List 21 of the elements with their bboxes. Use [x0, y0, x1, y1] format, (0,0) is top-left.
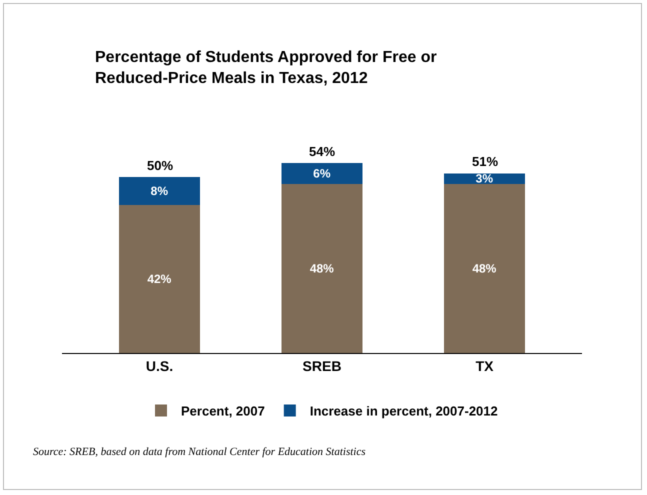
data-label: 42%	[147, 272, 172, 286]
legend-label: Increase in percent, 2007-2012	[310, 404, 498, 419]
data-label: 48%	[472, 261, 497, 276]
chart-title: Percentage of Students Approved for Free or Reduced-Price Meals in Texas, 2012	[95, 49, 437, 87]
bar	[444, 184, 526, 353]
x-tick-label: TX	[476, 358, 494, 374]
source-note: Source: SREB, based on data from National Center for Education Statistics	[33, 446, 366, 458]
bar	[118, 205, 200, 353]
x-tick-label: U.S.	[146, 358, 174, 374]
data-label: 8%	[150, 184, 168, 198]
data-label: 3%	[476, 172, 494, 186]
total-label: 50%	[147, 158, 174, 173]
x-tick-label: SREB	[302, 358, 342, 374]
bar	[118, 176, 200, 206]
data-label: 6%	[313, 166, 331, 180]
total-label: 51%	[472, 154, 498, 169]
total-label: 54%	[309, 144, 336, 159]
legend-label: Percent, 2007	[181, 404, 265, 419]
bar	[281, 162, 363, 184]
bar	[281, 184, 363, 353]
data-label: 48%	[310, 261, 334, 276]
